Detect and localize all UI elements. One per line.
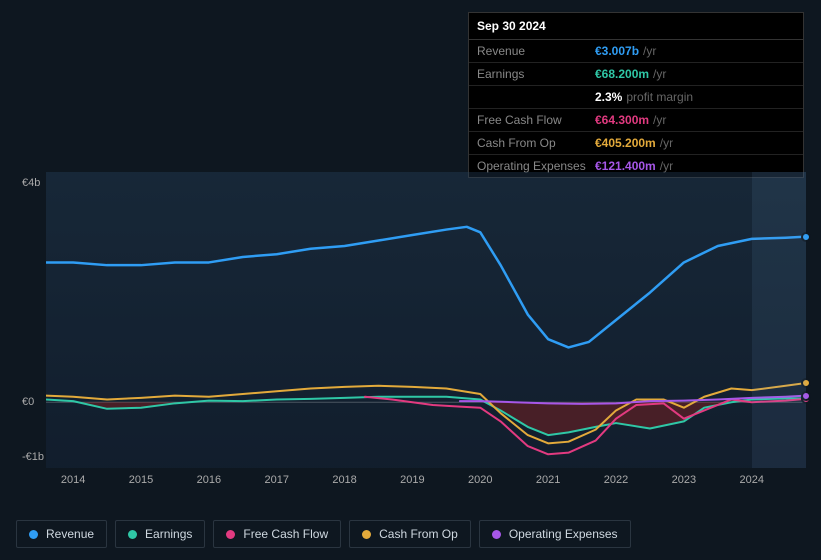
tooltip-row-value: €68.200m: [595, 67, 649, 81]
x-axis-label: 2021: [536, 474, 560, 486]
tooltip-row-suffix: /yr: [653, 67, 666, 81]
tooltip-row-label: Earnings: [477, 67, 595, 81]
tooltip-row-value: €64.300m: [595, 113, 649, 127]
legend-label: Earnings: [145, 527, 192, 541]
x-axis-label: 2019: [400, 474, 424, 486]
legend-item-fcf[interactable]: Free Cash Flow: [213, 520, 341, 548]
series-revenue: [46, 227, 806, 348]
legend-label: Revenue: [46, 527, 94, 541]
tooltip-row-suffix: profit margin: [626, 90, 693, 104]
tooltip-row-label: [477, 90, 595, 104]
x-axis-label: 2015: [129, 474, 153, 486]
tooltip-row-value: €405.200m: [595, 136, 656, 150]
x-axis-label: 2024: [739, 474, 763, 486]
x-axis-label: 2023: [672, 474, 696, 486]
x-axis-label: 2022: [604, 474, 628, 486]
legend-label: Cash From Op: [379, 527, 458, 541]
tooltip-row-value: €3.007b: [595, 44, 639, 58]
x-axis-label: 2018: [332, 474, 356, 486]
legend-label: Free Cash Flow: [243, 527, 328, 541]
tooltip-row-label: Cash From Op: [477, 136, 595, 150]
legend-item-opex[interactable]: Operating Expenses: [479, 520, 631, 548]
x-axis-label: 2020: [468, 474, 492, 486]
tooltip-row-label: Revenue: [477, 44, 595, 58]
legend-dot-icon: [128, 530, 137, 539]
y-axis-label: -€1b: [22, 451, 44, 463]
financials-chart[interactable]: €4b€0-€1b 201420152016201720182019202020…: [16, 160, 806, 490]
chart-tooltip: Sep 30 2024 Revenue€3.007b/yrEarnings€68…: [468, 12, 804, 178]
tooltip-date: Sep 30 2024: [469, 13, 803, 40]
legend-dot-icon: [362, 530, 371, 539]
chart-svg: [46, 172, 806, 468]
tooltip-row: Cash From Op€405.200m/yr: [469, 132, 803, 155]
legend-item-earnings[interactable]: Earnings: [115, 520, 205, 548]
legend-dot-icon: [29, 530, 38, 539]
y-axis-label: €0: [22, 396, 34, 408]
legend-dot-icon: [492, 530, 501, 539]
legend-dot-icon: [226, 530, 235, 539]
tooltip-row: Revenue€3.007b/yr: [469, 40, 803, 63]
tooltip-row: Earnings€68.200m/yr: [469, 63, 803, 86]
x-axis-label: 2017: [264, 474, 288, 486]
x-axis-label: 2014: [61, 474, 85, 486]
tooltip-row-suffix: /yr: [653, 113, 666, 127]
tooltip-row-label: Free Cash Flow: [477, 113, 595, 127]
tooltip-row: Free Cash Flow€64.300m/yr: [469, 109, 803, 132]
tooltip-row-value: 2.3%: [595, 90, 622, 104]
plot-area[interactable]: [46, 172, 806, 468]
chart-legend: Revenue Earnings Free Cash Flow Cash From O…: [16, 520, 631, 548]
x-axis-label: 2016: [197, 474, 221, 486]
y-axis-label: €4b: [22, 177, 40, 189]
tooltip-row-suffix: /yr: [643, 44, 656, 58]
legend-label: Operating Expenses: [509, 527, 618, 541]
tooltip-row: 2.3% profit margin: [469, 86, 803, 109]
legend-item-revenue[interactable]: Revenue: [16, 520, 107, 548]
x-axis-labels: 2014 2015 2016 2017 2018 2019 2020 2021 2022 2023…: [46, 474, 806, 490]
legend-item-cfo[interactable]: Cash From Op: [349, 520, 471, 548]
tooltip-row-suffix: /yr: [660, 136, 673, 150]
